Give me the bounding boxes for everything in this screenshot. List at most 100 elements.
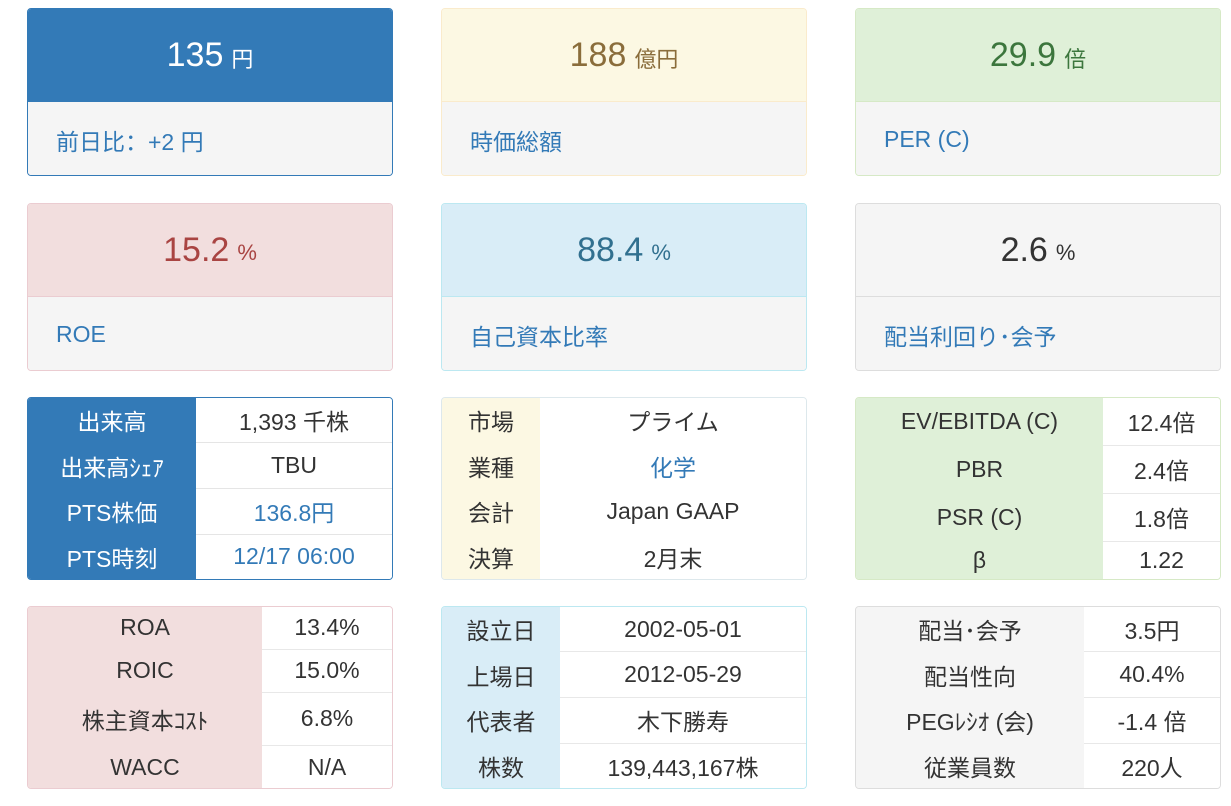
- stock-price-panel: 135 円 前日比：+2 円: [27, 8, 393, 176]
- equity-ratio-panel: 88.4% 自己資本比率: [441, 203, 807, 371]
- value-number: 88.4: [577, 230, 644, 269]
- market-cap-value: 188 億円: [442, 9, 806, 101]
- table-row: PSR (C) 1.8倍: [856, 492, 1220, 542]
- value-number: 2.6: [1000, 230, 1048, 269]
- table-row: 代表者 木下勝寿: [442, 696, 806, 744]
- table-row: PEGﾚｼｵ (会) -1.4 倍: [856, 696, 1220, 744]
- row-value: 木下勝寿: [560, 696, 806, 744]
- table-row: 出来高 1,393 千株: [28, 398, 392, 443]
- dividend-yield-value: 2.6%: [856, 204, 1220, 296]
- row-key: 決算: [442, 534, 540, 579]
- row-value: プライム: [540, 398, 806, 443]
- table-row: 配当･会予 3.5円: [856, 607, 1220, 652]
- market-cap-label[interactable]: 時価総額: [442, 101, 806, 175]
- row-key: 株数: [442, 743, 560, 788]
- dividend-yield-panel: 2.6% 配当利回り･会予: [855, 203, 1221, 371]
- row-key: ROA: [28, 607, 262, 650]
- row-key: PEGﾚｼｵ (会): [856, 697, 1084, 744]
- row-value: 6.8%: [262, 691, 392, 746]
- table-row: PTS株価 136.8円: [28, 487, 392, 535]
- row-key: 市場: [442, 398, 540, 443]
- table-row: 株主資本ｺｽﾄ 6.8%: [28, 691, 392, 746]
- valuation-table-panel: EV/EBITDA (C) 12.4倍 PBR 2.4倍 PSR (C) 1.8倍 β…: [855, 397, 1221, 580]
- row-value: 15.0%: [262, 648, 392, 693]
- row-key: PBR: [856, 445, 1103, 494]
- row-key: 出来高ｼｪｱ: [28, 442, 196, 489]
- dividend-table-panel: 配当･会予 3.5円 配当性向 40.4% PEGﾚｼｵ (会) -1.4 倍 従業員…: [855, 606, 1221, 789]
- table-row: PBR 2.4倍: [856, 444, 1220, 494]
- industry-link[interactable]: 化学: [540, 442, 806, 489]
- market-cap-panel: 188 億円 時価総額: [441, 8, 807, 176]
- table-row: 株数 139,443,167株: [442, 742, 806, 788]
- row-key: 代表者: [442, 697, 560, 744]
- table-row: 業種 化学: [442, 442, 806, 489]
- equity-ratio-label[interactable]: 自己資本比率: [442, 296, 806, 370]
- per-label[interactable]: PER (C): [856, 101, 1220, 175]
- value-number: 135: [166, 35, 224, 74]
- company-table: 市場 プライム 業種 化学 会計 Japan GAAP 決算 2月末: [442, 398, 806, 579]
- table-row: 設立日 2002-05-01: [442, 607, 806, 652]
- table-row: 上場日 2012-05-29: [442, 651, 806, 698]
- row-value: 2002-05-01: [560, 607, 806, 652]
- per-panel: 29.9 倍 PER (C): [855, 8, 1221, 176]
- table-row: EV/EBITDA (C) 12.4倍: [856, 398, 1220, 446]
- table-row: WACC N/A: [28, 745, 392, 788]
- table-row: ROIC 15.0%: [28, 648, 392, 693]
- dividend-yield-label[interactable]: 配当利回り･会予: [856, 296, 1220, 370]
- value-unit: %: [1055, 240, 1076, 265]
- equity-ratio-value: 88.4%: [442, 204, 806, 296]
- row-key: 上場日: [442, 651, 560, 698]
- profile-table-panel: 設立日 2002-05-01 上場日 2012-05-29 代表者 木下勝寿 株数 13…: [441, 606, 807, 789]
- row-key: ROIC: [28, 649, 262, 693]
- row-value: TBU: [196, 442, 392, 489]
- table-row: 会計 Japan GAAP: [442, 488, 806, 535]
- row-value: 3.5円: [1084, 607, 1220, 652]
- row-value: -1.4 倍: [1084, 696, 1220, 744]
- row-value: 12.4倍: [1103, 398, 1220, 446]
- row-value: 2.4倍: [1103, 444, 1220, 494]
- roe-label[interactable]: ROE: [28, 296, 392, 370]
- row-value: N/A: [262, 745, 392, 788]
- row-key: 会計: [442, 488, 540, 535]
- table-row: β 1.22: [856, 540, 1220, 579]
- row-value: Japan GAAP: [540, 488, 806, 535]
- row-value: 1.8倍: [1103, 492, 1220, 542]
- row-value: 13.4%: [262, 607, 392, 650]
- trading-table-panel: 出来高 1,393 千株 出来高ｼｪｱ TBU PTS株価 136.8円 PTS時刻 1…: [27, 397, 393, 580]
- pts-price-link[interactable]: 136.8円: [196, 487, 392, 535]
- row-value: 40.4%: [1084, 651, 1220, 698]
- price-change-label: 前日比：+2 円: [28, 101, 392, 175]
- row-key: β: [856, 541, 1103, 579]
- profile-table: 設立日 2002-05-01 上場日 2012-05-29 代表者 木下勝寿 株数 13…: [442, 607, 806, 788]
- row-value: 139,443,167株: [560, 742, 806, 788]
- company-table-panel: 市場 プライム 業種 化学 会計 Japan GAAP 決算 2月末: [441, 397, 807, 580]
- row-key: 業種: [442, 442, 540, 489]
- pts-time-link[interactable]: 12/17 06:00: [196, 533, 392, 579]
- row-key: 出来高: [28, 398, 196, 443]
- stock-price-value: 135 円: [28, 9, 392, 101]
- value-number: 15.2: [163, 230, 230, 269]
- returns-table: ROA 13.4% ROIC 15.0% 株主資本ｺｽﾄ 6.8% WACC N/A: [28, 607, 392, 788]
- row-key: 配当･会予: [856, 607, 1084, 652]
- table-row: 決算 2月末: [442, 534, 806, 579]
- row-value: 2月末: [540, 534, 806, 579]
- value-unit: %: [237, 240, 257, 265]
- returns-table-panel: ROA 13.4% ROIC 15.0% 株主資本ｺｽﾄ 6.8% WACC N/A: [27, 606, 393, 789]
- row-key: 設立日: [442, 607, 560, 652]
- row-key: PTS株価: [28, 488, 196, 535]
- trading-table: 出来高 1,393 千株 出来高ｼｪｱ TBU PTS株価 136.8円 PTS時刻 1…: [28, 398, 392, 579]
- row-key: PSR (C): [856, 493, 1103, 542]
- dividend-table: 配当･会予 3.5円 配当性向 40.4% PEGﾚｼｵ (会) -1.4 倍 従業員…: [856, 607, 1220, 788]
- row-value: 1.22: [1103, 540, 1220, 579]
- row-key: PTS時刻: [28, 534, 196, 579]
- value-unit: %: [651, 240, 671, 265]
- value-unit: 億円: [634, 47, 679, 72]
- row-value: 1,393 千株: [196, 398, 392, 443]
- table-row: 出来高ｼｪｱ TBU: [28, 442, 392, 489]
- row-key: 配当性向: [856, 651, 1084, 698]
- row-value: 2012-05-29: [560, 651, 806, 698]
- row-key: EV/EBITDA (C): [856, 398, 1103, 446]
- valuation-table: EV/EBITDA (C) 12.4倍 PBR 2.4倍 PSR (C) 1.8倍 β…: [856, 398, 1220, 579]
- table-row: 従業員数 220人: [856, 742, 1220, 788]
- table-row: PTS時刻 12/17 06:00: [28, 533, 392, 579]
